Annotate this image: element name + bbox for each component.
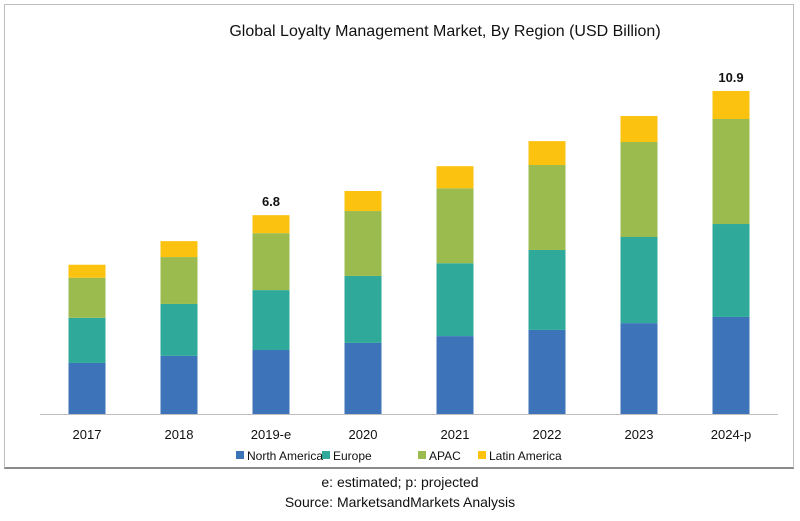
bar-apac-2021 — [436, 188, 474, 264]
legend-label: Latin America — [489, 449, 562, 463]
bar-north-america-2023 — [620, 323, 658, 414]
chart-frame — [4, 4, 794, 469]
bar-latin-america-2021 — [436, 166, 474, 189]
x-tick-label: 2021 — [441, 427, 470, 442]
x-tick-label: 2020 — [349, 427, 378, 442]
x-tick-label: 2022 — [533, 427, 562, 442]
bar-latin-america-2018 — [160, 241, 198, 258]
chart-title: Global Loyalty Management Market, By Reg… — [229, 23, 660, 40]
bar-apac-2019-e — [252, 233, 290, 291]
legend-swatch — [322, 451, 330, 459]
bar-apac-2020 — [344, 211, 382, 276]
legend-swatch — [418, 451, 426, 459]
bar-europe-2017 — [68, 317, 106, 363]
stacked-bar-chart: Global Loyalty Management Market, By Reg… — [40, 23, 778, 463]
legend-label: Europe — [333, 449, 372, 463]
bar-apac-2018 — [160, 257, 198, 304]
x-tick-label: 2017 — [73, 427, 102, 442]
bar-europe-2024-p — [712, 224, 750, 317]
footnote: e: estimated; p: projected — [321, 474, 479, 490]
bar-europe-2018 — [160, 303, 198, 356]
bar-north-america-2022 — [528, 329, 566, 414]
bar-apac-2023 — [620, 142, 658, 237]
bar-north-america-2021 — [436, 336, 474, 414]
bar-apac-2017 — [68, 277, 106, 318]
bar-europe-2023 — [620, 237, 658, 324]
legend-label: North America — [247, 449, 323, 463]
legend: North America Europe APAC Latin America — [236, 449, 562, 463]
bar-europe-2020 — [344, 275, 382, 343]
x-tick-label: 2023 — [625, 427, 654, 442]
bar-europe-2021 — [436, 263, 474, 337]
legend-swatch — [236, 451, 244, 459]
source-note: Source: MarketsandMarkets Analysis — [284, 494, 516, 510]
x-tick-label: 2019-e — [251, 427, 291, 442]
bar-latin-america-2019-e — [252, 215, 290, 234]
bar-europe-2019-e — [252, 290, 290, 350]
bar-latin-america-2023 — [620, 116, 658, 143]
data-label: 10.9 — [718, 70, 743, 85]
bar-apac-2022 — [528, 165, 566, 250]
bar-europe-2022 — [528, 249, 566, 330]
x-tick-label: 2018 — [165, 427, 194, 442]
bar-latin-america-2020 — [344, 190, 382, 212]
bar-north-america-2018 — [160, 355, 198, 414]
bar-apac-2024-p — [712, 119, 750, 225]
x-tick-label: 2024-p — [711, 427, 751, 442]
data-label: 6.8 — [262, 194, 280, 209]
bar-north-america-2019-e — [252, 349, 290, 414]
legend-swatch — [478, 451, 486, 459]
bar-latin-america-2017 — [68, 264, 106, 278]
bar-north-america-2024-p — [712, 316, 750, 414]
bar-latin-america-2024-p — [712, 90, 750, 119]
legend-label: APAC — [429, 449, 461, 463]
bar-north-america-2017 — [68, 362, 106, 414]
bar-north-america-2020 — [344, 342, 382, 414]
bar-latin-america-2022 — [528, 141, 566, 166]
